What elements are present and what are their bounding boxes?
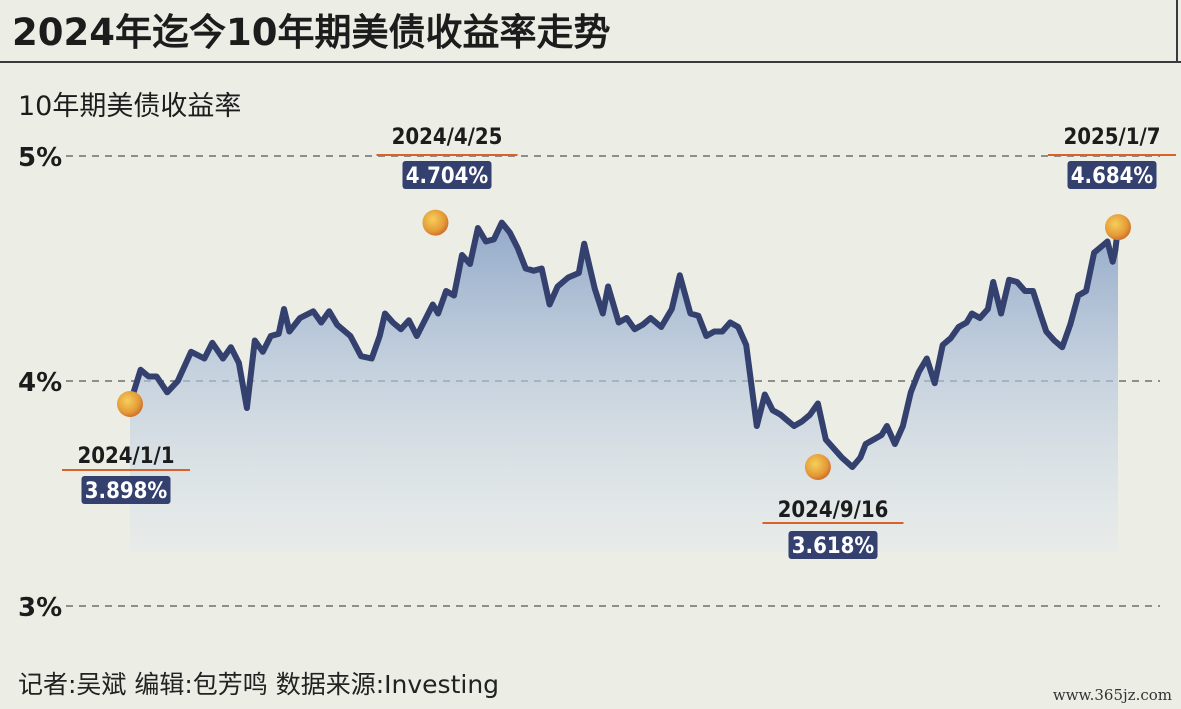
annotation-date: 2024/1/1 <box>77 444 174 469</box>
annotation-date: 2024/4/25 <box>392 125 503 150</box>
annotation-date: 2024/9/16 <box>778 498 889 523</box>
annotation-value: 4.704% <box>406 164 489 189</box>
point-marker <box>1105 214 1131 241</box>
point-marker <box>804 453 831 480</box>
annotation-2024-1-1: 2024/1/1 3.898% <box>62 390 190 504</box>
plot-area <box>127 219 1121 552</box>
annotation-value-box <box>1067 161 1157 189</box>
point-marker <box>422 209 449 236</box>
credits-text: 记者:吴斌 编辑:包芳鸣 数据来源:Investing <box>18 670 499 699</box>
annotation-2024-4-25: 2024/4/25 4.704% <box>376 125 518 236</box>
watermark: www.365jz.com <box>1053 686 1172 704</box>
series-area <box>130 222 1118 552</box>
y-axis-label: 10年期美债收益率 <box>18 91 241 122</box>
annotation-2025-1-7: 2025/1/7 4.684% <box>1048 125 1176 241</box>
point-marker <box>117 390 143 417</box>
annotation-value-box <box>402 161 492 189</box>
annotation-value: 4.684% <box>1071 164 1154 189</box>
series-line <box>127 219 1121 470</box>
y-tick-labels: 5% 4% 3% <box>18 143 62 623</box>
annotation-date: 2025/1/7 <box>1063 125 1160 150</box>
annotation-value: 3.618% <box>792 534 875 559</box>
y-tick-label: 4% <box>18 368 62 398</box>
annotation-value-box <box>81 476 171 504</box>
y-tick-label: 3% <box>18 593 62 623</box>
y-tick-label: 5% <box>18 143 62 173</box>
annotation-value-box <box>788 531 878 559</box>
chart-title: 2024年迄今10年期美债收益率走势 <box>12 11 610 54</box>
annotations: 2024/1/1 3.898% 2024/4/25 4.704% 2024/9/16 3.… <box>62 125 1176 559</box>
annotation-value: 3.898% <box>85 479 168 504</box>
annotation-2024-9-16: 2024/9/16 3.618% <box>762 453 904 559</box>
